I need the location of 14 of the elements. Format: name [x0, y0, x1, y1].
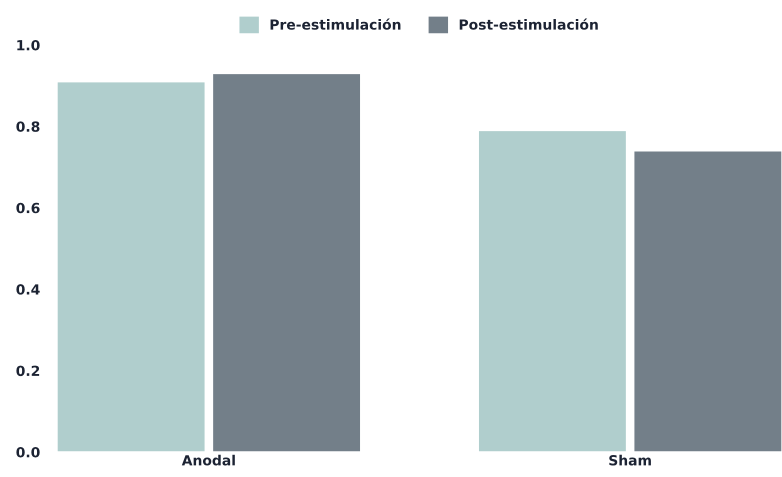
bar [478, 130, 628, 452]
y-tick-label: 0.8 [16, 121, 40, 132]
x-tick-label: Sham [609, 454, 651, 466]
y-tick-label: 0.6 [16, 202, 40, 214]
x-tick-label: Anodal [182, 454, 235, 466]
bar [633, 150, 782, 452]
y-tick-label: 0.2 [16, 366, 40, 376]
y-tick-label: 0.4 [16, 284, 40, 295]
bar [212, 72, 362, 452]
y-tick-label: 0.0 [16, 446, 40, 458]
bar [57, 80, 206, 452]
legend-label: Pre-estimulación [270, 18, 400, 30]
legend-label: Post-estimulación [460, 18, 598, 30]
y-tick-label: 1.0 [17, 40, 40, 50]
